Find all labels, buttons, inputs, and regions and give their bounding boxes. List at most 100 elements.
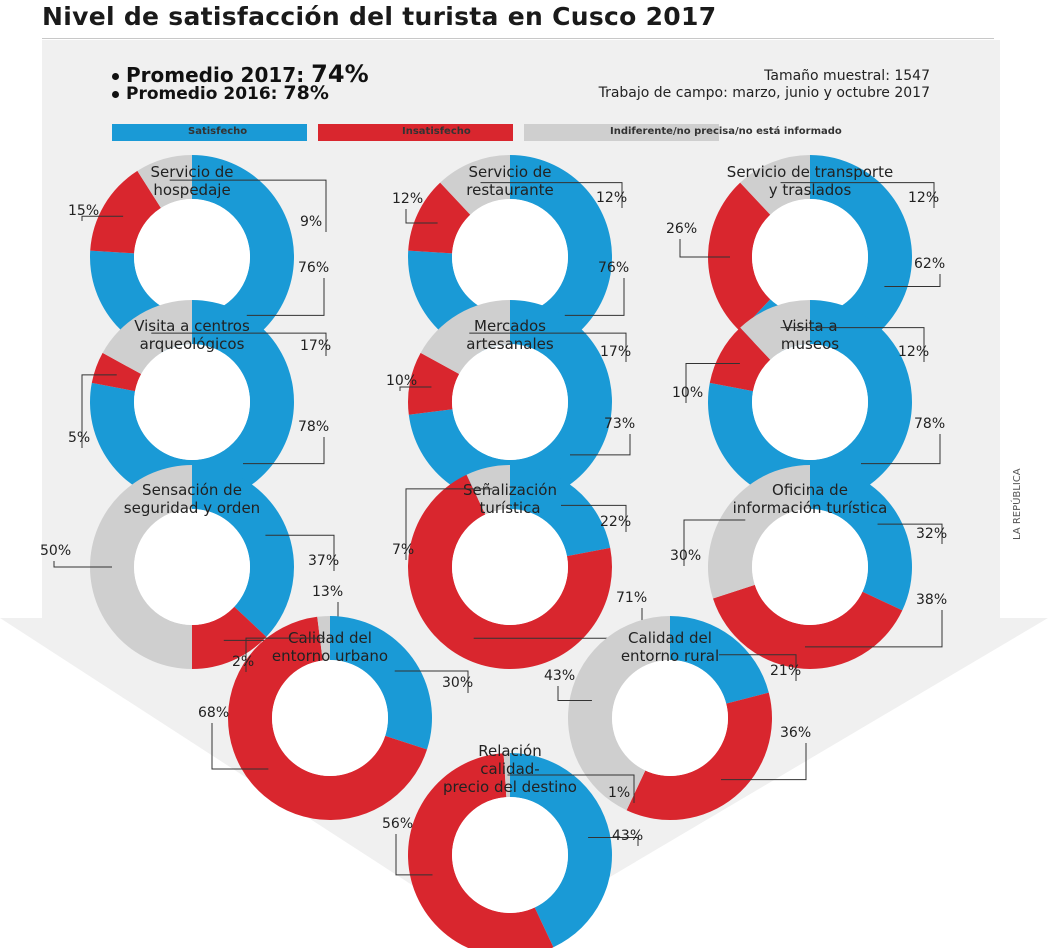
leader-line-satisfied (246, 278, 325, 316)
donut-slice-indifferent (740, 300, 810, 360)
percent-label-dissatisfied: 26% (666, 221, 697, 237)
donut-title-line: turística (479, 499, 540, 517)
percent-label-dissatisfied: 71% (616, 590, 647, 606)
legend-swatch-indifferent (524, 124, 719, 141)
donut-title-line: museos (781, 335, 839, 353)
percent-label-satisfied: 76% (598, 260, 629, 276)
donut-slice-satisfied (330, 616, 432, 750)
donut-slice-indifferent (708, 465, 810, 599)
donut-hole (752, 344, 868, 460)
donut-title-line: información turística (733, 499, 888, 517)
donut-slice-dissatisfied (626, 692, 773, 821)
donut-hole (272, 660, 388, 776)
donut-hole (134, 509, 250, 625)
donut-title-line: restaurante (466, 181, 553, 199)
donut-slice-satisfied (408, 155, 612, 359)
leader-line-dissatisfied (804, 610, 943, 648)
legend-label-indifferent: Indiferente/no precisa/no está informado (610, 126, 842, 137)
donut-slice-dissatisfied (90, 170, 161, 254)
percent-label-indifferent: 9% (300, 214, 322, 230)
legend-swatch-dissatisfied (318, 124, 513, 141)
donut-title-line: Calidad del (628, 629, 712, 647)
donut-slice-satisfied (408, 300, 612, 505)
donut-title-line: Servicio de (468, 163, 551, 181)
donut-title-line: entorno rural (621, 647, 719, 665)
percent-label-dissatisfied: 10% (672, 385, 703, 401)
percent-label-satisfied: 22% (600, 514, 631, 530)
donut-slice-indifferent (102, 300, 192, 375)
leader-line-satisfied (588, 837, 639, 846)
donut-title-line: Señalización (463, 481, 557, 499)
leader-line-dissatisfied (81, 215, 124, 221)
donut-hole (452, 797, 568, 913)
donut-slice-satisfied (708, 300, 912, 505)
percent-label-satisfied: 73% (604, 416, 635, 432)
percent-label-dissatisfied: 68% (198, 705, 229, 721)
leader-line-satisfied (265, 534, 335, 571)
donut-title-line: arqueológicos (140, 335, 245, 353)
average-2017: Promedio 2017: 74% (112, 60, 369, 88)
leader-line-dissatisfied (720, 743, 807, 781)
leader-line-satisfied (564, 278, 625, 316)
leader-line-indifferent (683, 519, 746, 566)
donut-title-line: y traslados (769, 181, 852, 199)
donut-slice-satisfied (192, 465, 294, 637)
leader-line-dissatisfied (679, 239, 730, 258)
donut-title-line: entorno urbano (272, 647, 388, 665)
donut-title-line: Servicio de (150, 163, 233, 181)
percent-label-satisfied: 37% (308, 553, 339, 569)
percent-label-dissatisfied: 56% (382, 816, 413, 832)
percent-label-satisfied: 32% (916, 526, 947, 542)
donut-hole (612, 660, 728, 776)
donut-slice-indifferent (137, 155, 192, 209)
leader-line-dissatisfied (81, 374, 117, 448)
leader-line-satisfied (884, 274, 941, 287)
leader-line-satisfied (560, 504, 627, 532)
donut-hole (452, 509, 568, 625)
average-2016-value: 78% (283, 82, 329, 104)
leader-line-indifferent (169, 179, 327, 232)
donut-slice-satisfied (510, 465, 611, 557)
infographic-title: Nivel de satisfacción del turista en Cus… (42, 2, 717, 31)
average-2016-label: Promedio 2016: (126, 84, 278, 104)
leader-line-dissatisfied (399, 386, 432, 391)
bullet-icon (112, 90, 119, 98)
leader-line-satisfied (394, 670, 469, 693)
percent-label-dissatisfied: 13% (312, 584, 343, 600)
donut-title-line: calidad- (480, 760, 539, 778)
average-2016: Promedio 2016: 78% (112, 82, 329, 104)
leader-line-dissatisfied (685, 362, 740, 403)
donut-title-line: Sensación de (142, 481, 242, 499)
average-2017-label: Promedio 2017: (126, 63, 305, 87)
donut-slice-dissatisfied (408, 474, 612, 669)
leader-line-satisfied (242, 437, 325, 465)
percent-label-indifferent: 43% (544, 668, 575, 684)
percent-label-indifferent: 30% (670, 548, 701, 564)
percent-label-dissatisfied: 36% (780, 725, 811, 741)
donut-hole (134, 344, 250, 460)
legend-label-satisfied: Satisfecho (188, 126, 248, 137)
leader-line-satisfied (877, 523, 943, 544)
leader-line-indifferent (780, 327, 925, 362)
donut-slice-dissatisfied (228, 616, 428, 821)
donut-title-line: Oficina de (772, 481, 848, 499)
percent-label-dissatisfied: 15% (68, 203, 99, 219)
donut-hole (452, 199, 568, 315)
percent-label-dissatisfied: 12% (392, 191, 423, 207)
percent-label-satisfied: 21% (770, 663, 801, 679)
donut-title-line: Visita a centros (134, 317, 250, 335)
donut-slice-satisfied (89, 155, 294, 359)
donut-slice-indifferent (503, 753, 510, 798)
percent-label-dissatisfied: 5% (68, 430, 90, 446)
fieldwork-dates: Trabajo de campo: marzo, junio y octubre… (598, 85, 930, 101)
donut-title-line: artesanales (466, 335, 554, 353)
donut-title-line: seguridad y orden (124, 499, 260, 517)
donut-slice-dissatisfied (192, 606, 267, 669)
